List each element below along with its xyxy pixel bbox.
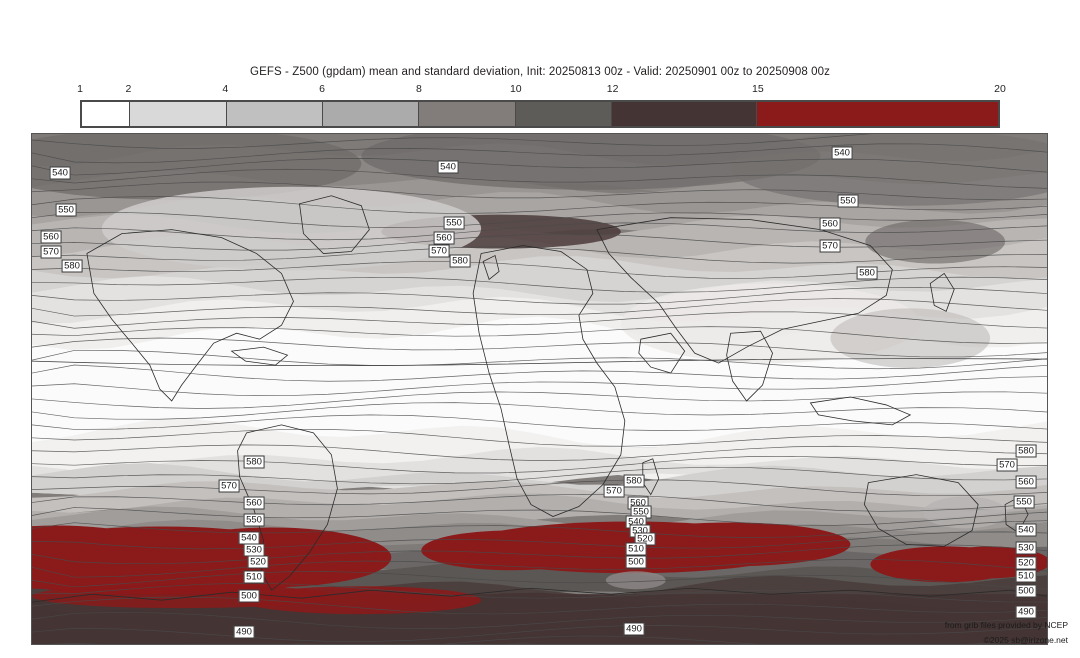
colorbar-tick-12: 12 <box>606 83 619 95</box>
colorbar-segment-4-6 <box>226 102 324 126</box>
colorbar-tick-2: 2 <box>125 83 132 95</box>
contour-label-southern-left-500: 500 <box>238 589 260 603</box>
map-frame[interactable]: 540 550 560 570 580 540 550 560 570 580 540 550 560 5… <box>31 133 1048 645</box>
colorbar-tick-1: 1 <box>77 83 83 95</box>
colorbar-tick-15: 15 <box>752 83 764 95</box>
contour-label-northern-left-560: 560 <box>40 230 62 244</box>
contour-label-southern-right-520: 520 <box>1015 556 1037 570</box>
contour-label-northern-left-570: 570 <box>40 245 62 259</box>
contour-label-northern-center-580: 580 <box>449 254 471 268</box>
contour-label-southern-right-540: 540 <box>1015 523 1037 537</box>
contour-label-southern-right-490: 490 <box>1015 605 1037 619</box>
contour-label-northern-right-570: 570 <box>819 239 841 253</box>
contour-label-southern-center-570: 570 <box>603 484 625 498</box>
contour-label-northern-right-540: 540 <box>831 146 853 160</box>
colorbar: 1 2 4 6 8 10 12 15 20 <box>77 83 1006 128</box>
colorbar-tick-6: 6 <box>319 83 326 95</box>
contour-label-southern-left-570: 570 <box>218 479 240 493</box>
colorbar-segment-10-12 <box>515 102 613 126</box>
contour-label-northern-left-550: 550 <box>55 203 77 217</box>
contour-label-southern-right-510: 510 <box>1015 569 1037 583</box>
contour-label-northern-right-560: 560 <box>819 217 841 231</box>
colorbar-segment-8-10 <box>419 102 516 126</box>
contour-label-southern-right-570: 570 <box>996 458 1018 472</box>
contour-label-southern-left-540: 540 <box>238 531 260 545</box>
contour-label-southern-left-550: 550 <box>243 513 265 527</box>
colorbar-segment-2-4 <box>130 102 227 126</box>
contour-label-southern-center-500: 500 <box>625 555 647 569</box>
colorbar-tick-8: 8 <box>416 83 422 95</box>
page-title: GEFS - Z500 (gpdam) mean and standard de… <box>250 66 830 78</box>
contour-label-southern-right-500: 500 <box>1015 584 1037 598</box>
colorbar-segment-6-8 <box>323 102 420 126</box>
contour-label-northern-center-560: 560 <box>433 231 455 245</box>
colorbar-tick-10: 10 <box>509 83 522 95</box>
colorbar-gradient <box>80 100 1000 128</box>
contour-label-northern-center-540: 540 <box>437 160 459 174</box>
map-canvas <box>32 134 1047 644</box>
colorbar-tick-4: 4 <box>222 83 229 95</box>
contour-label-southern-right-560: 560 <box>1015 475 1037 489</box>
colorbar-tick-20: 20 <box>994 83 1006 95</box>
contour-label-southern-center-490: 490 <box>623 622 645 636</box>
contour-label-southern-left-580: 580 <box>243 455 265 469</box>
contour-label-southern-left-490: 490 <box>233 625 255 639</box>
colorbar-segment-15-20 <box>756 102 998 126</box>
contour-label-southern-right-580: 580 <box>1015 444 1037 458</box>
credit-copyright: ©2025 sb@irizone.net <box>983 635 1068 645</box>
contour-label-southern-left-510: 510 <box>243 570 265 584</box>
colorbar-segment-1-2 <box>82 102 131 126</box>
contour-label-southern-right-530: 530 <box>1015 541 1037 555</box>
contour-label-southern-center-510: 510 <box>625 542 647 556</box>
contour-label-southern-right-550: 550 <box>1013 495 1035 509</box>
contour-label-northern-center-570: 570 <box>428 244 450 258</box>
credit-source: from grib files provided by NCEP <box>944 620 1068 630</box>
contour-label-northern-left-580: 580 <box>61 259 83 273</box>
contour-label-northern-left-540: 540 <box>49 166 71 180</box>
contour-label-southern-left-520: 520 <box>247 555 269 569</box>
contour-label-southern-center-580: 580 <box>623 474 645 488</box>
contour-label-northern-right-550: 550 <box>837 194 859 208</box>
contour-label-southern-left-560: 560 <box>243 496 265 510</box>
contour-label-northern-center-550: 550 <box>443 216 465 230</box>
colorbar-segment-12-15 <box>612 102 757 126</box>
contour-label-northern-right-580: 580 <box>856 266 878 280</box>
